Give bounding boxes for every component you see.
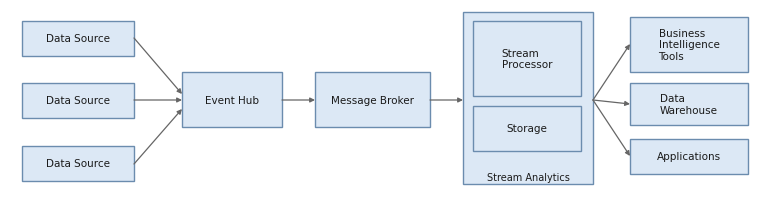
Text: Data Source: Data Source	[46, 96, 110, 106]
Bar	[463, 13, 593, 184]
Text: Business
Intelligence
Tools: Business Intelligence Tools	[659, 29, 719, 62]
Bar	[182, 73, 282, 127]
Text: Storage: Storage	[507, 124, 547, 134]
Text: Stream
Processor: Stream Processor	[502, 48, 553, 70]
Text: Applications: Applications	[657, 152, 721, 162]
Bar	[630, 18, 748, 73]
Text: Event Hub: Event Hub	[205, 95, 259, 105]
Bar	[22, 22, 134, 57]
Text: Data
Warehouse: Data Warehouse	[660, 94, 718, 115]
Text: Message Broker: Message Broker	[331, 95, 414, 105]
Bar	[473, 107, 581, 151]
Bar	[630, 139, 748, 174]
Text: Data Source: Data Source	[46, 34, 110, 44]
Text: Data Source: Data Source	[46, 159, 110, 169]
Bar	[315, 73, 430, 127]
Bar	[22, 146, 134, 181]
Bar	[473, 22, 581, 97]
Bar	[630, 84, 748, 125]
Text: Stream Analytics: Stream Analytics	[487, 172, 570, 182]
Bar	[22, 84, 134, 118]
